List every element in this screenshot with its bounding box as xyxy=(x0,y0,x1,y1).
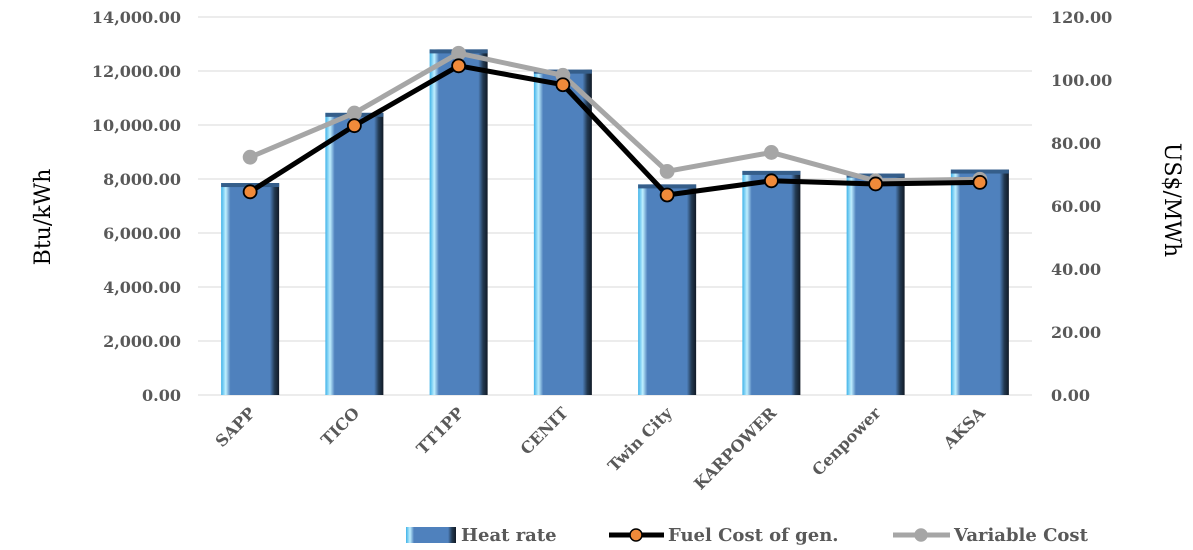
category-label: Twin City xyxy=(604,403,676,475)
legend-item-heat-rate: Heat rate xyxy=(406,525,557,546)
series-marker xyxy=(451,58,467,74)
left-axis-title: Btu/kWh xyxy=(31,169,56,266)
left-axis-ticks: 0.00 2,000.00 4,000.00 6,000.00 8,000.00 10,0… xyxy=(92,8,181,405)
left-tick-label: 6,000.00 xyxy=(103,224,181,243)
right-tick-label: 20.00 xyxy=(1051,323,1101,342)
bar-group xyxy=(325,112,384,395)
bar xyxy=(429,49,488,396)
legend-item-variable-cost: Variable Cost xyxy=(893,525,1089,546)
left-tick-label: 12,000.00 xyxy=(92,62,181,81)
category-label: TICO xyxy=(317,403,363,449)
bar-group xyxy=(742,170,801,395)
right-tick-label: 80.00 xyxy=(1051,134,1101,153)
bar-top-bevel xyxy=(742,170,801,175)
bar-top-bevel xyxy=(950,169,1009,174)
right-tick-label: 0.00 xyxy=(1051,386,1090,405)
legend-item-fuel-cost: Fuel Cost of gen. xyxy=(609,525,839,546)
bar-group xyxy=(533,69,592,396)
series-marker xyxy=(659,163,675,179)
left-tick-label: 2,000.00 xyxy=(103,332,181,351)
bar-group xyxy=(846,173,905,395)
series-marker xyxy=(451,45,467,61)
category-labels: SAPP TICO TT1PP CENIT Twin City KARPOWER Cenpo… xyxy=(212,403,990,494)
right-axis-ticks: 0.00 20.00 40.00 60.00 80.00 100.00 120.00 xyxy=(1051,8,1112,405)
left-tick-label: 14,000.00 xyxy=(92,8,181,27)
bar xyxy=(950,169,1009,395)
left-tick-label: 0.00 xyxy=(142,386,181,405)
series-marker xyxy=(242,149,258,165)
series-marker xyxy=(763,145,779,160)
series-line xyxy=(248,63,980,198)
series-marker xyxy=(763,173,779,189)
bar xyxy=(846,173,905,395)
legend-label-heat-rate: Heat rate xyxy=(461,525,557,546)
bar xyxy=(742,170,801,395)
legend-label-fuel-cost: Fuel Cost of gen. xyxy=(668,525,839,546)
series-marker xyxy=(868,176,884,192)
category-label: KARPOWER xyxy=(690,403,781,494)
category-label: SAPP xyxy=(212,403,259,450)
series-marker xyxy=(972,174,988,190)
right-tick-label: 120.00 xyxy=(1051,8,1112,27)
left-tick-label: 10,000.00 xyxy=(92,116,181,135)
gridlines xyxy=(198,16,1032,396)
bar-group xyxy=(221,183,280,395)
series-marker xyxy=(242,184,258,200)
series-marker xyxy=(555,77,571,93)
heat-rate-bars xyxy=(221,49,1009,396)
legend-marker-variable-cost xyxy=(914,528,928,542)
bar xyxy=(325,112,384,395)
bar xyxy=(533,69,592,396)
legend: Heat rate Fuel Cost of gen. Variable Cos… xyxy=(406,525,1089,546)
bar-group xyxy=(950,169,1009,395)
right-tick-label: 60.00 xyxy=(1051,197,1101,216)
series-marker xyxy=(659,187,675,203)
series-marker xyxy=(346,105,362,121)
series-marker xyxy=(346,118,362,134)
bar xyxy=(221,183,280,395)
bar-top-bevel xyxy=(638,184,697,189)
bar-group xyxy=(638,184,697,395)
legend-marker-fuel-cost xyxy=(629,528,643,542)
left-tick-label: 4,000.00 xyxy=(103,278,181,297)
series-line xyxy=(249,50,980,184)
legend-swatch-heat-rate xyxy=(406,527,456,543)
right-tick-label: 40.00 xyxy=(1051,260,1101,279)
bar xyxy=(638,184,697,395)
cost-lines xyxy=(242,45,988,203)
right-axis-title: US$/MWh xyxy=(1159,143,1184,257)
right-tick-label: 100.00 xyxy=(1051,71,1112,90)
category-label: Cenpower xyxy=(808,403,885,480)
category-label: AKSA xyxy=(939,403,989,453)
category-label: TT1PP xyxy=(413,403,468,458)
bar-group xyxy=(429,49,488,396)
left-tick-label: 8,000.00 xyxy=(103,170,181,189)
legend-label-variable-cost: Variable Cost xyxy=(953,525,1089,546)
category-label: CENIT xyxy=(517,403,572,458)
